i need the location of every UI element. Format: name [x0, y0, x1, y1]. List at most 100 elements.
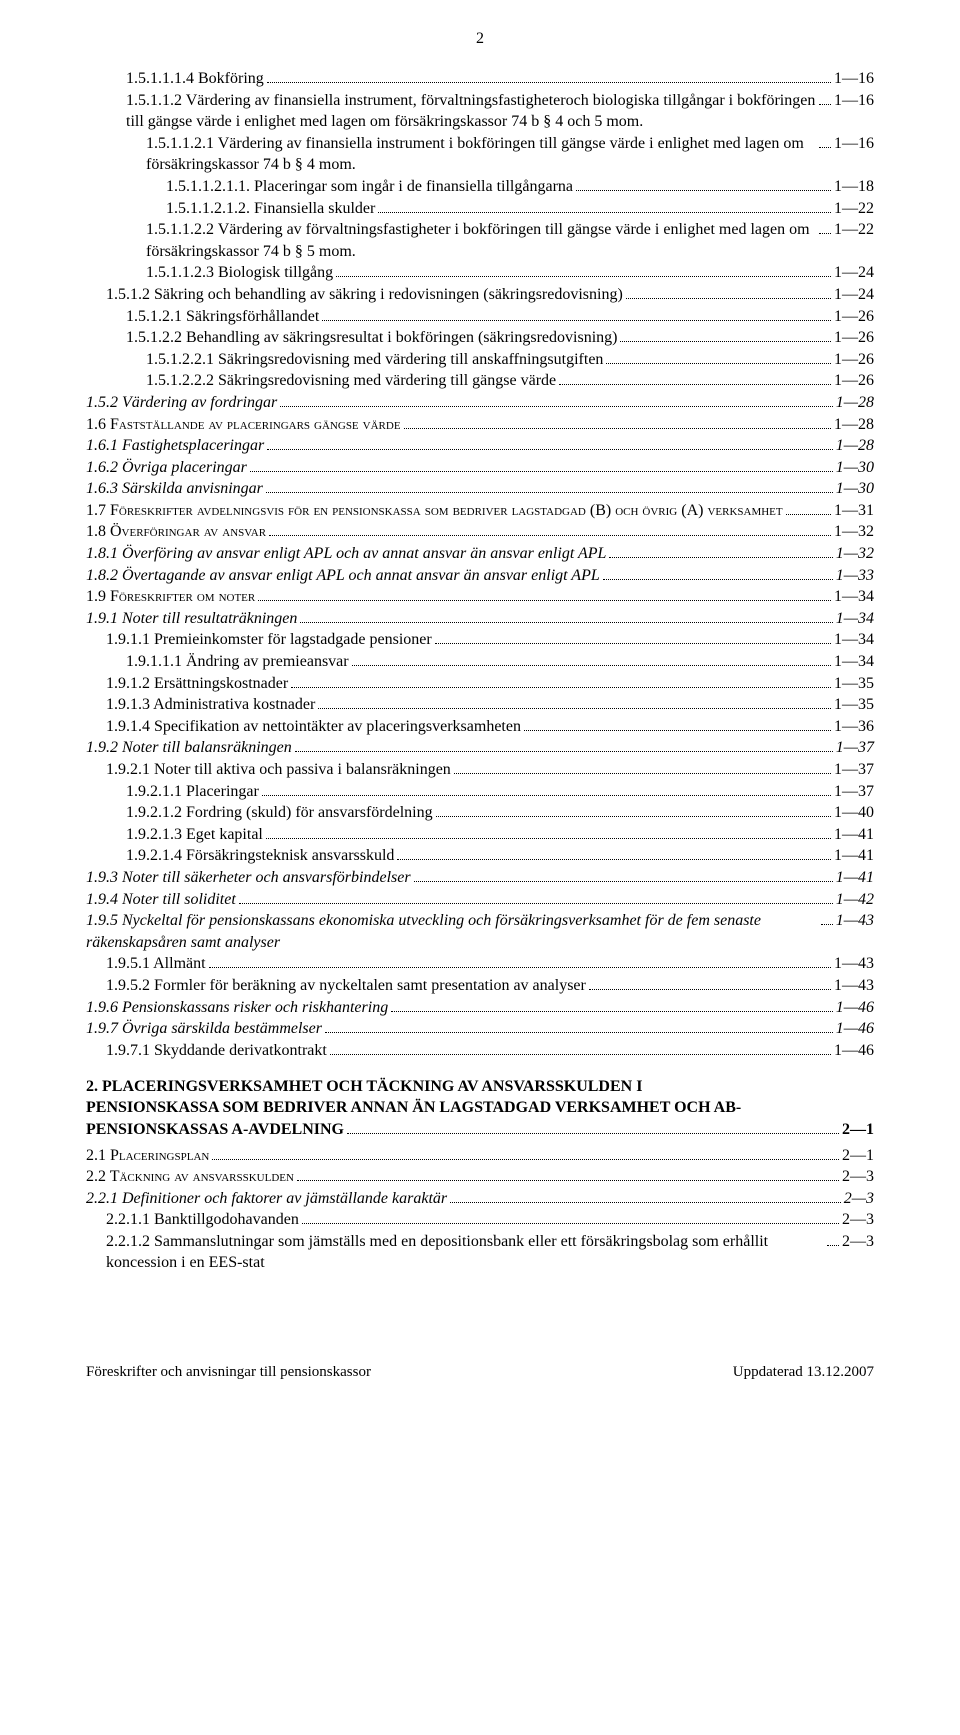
toc-line: 1.5.1.1.2 Värdering av finansiella instr…: [86, 90, 874, 133]
toc-label: 1.5.1.1.2.1 Värdering av finansiella ins…: [146, 133, 816, 176]
toc-leader-dots: [404, 418, 831, 429]
toc-line: 1.9.1 Noter till resultaträkningen1—34: [86, 608, 874, 630]
toc-leader-dots: [297, 1171, 839, 1182]
toc-page-ref: 1—35: [834, 694, 874, 716]
toc-page-ref: 1—41: [834, 824, 874, 846]
toc-page-ref: 1—37: [834, 759, 874, 781]
toc-page-ref: 1—34: [834, 651, 874, 673]
toc-page-ref: 1—35: [834, 673, 874, 695]
toc-label: 1.9.5.2 Formler för beräkning av nyckelt…: [106, 975, 586, 997]
toc-label: 2.2 Täckning av ansvarsskulden: [86, 1166, 294, 1188]
toc-line: 1.5.1.2 Säkring och behandling av säkrin…: [86, 284, 874, 306]
heading-line: PENSIONSKASSA SOM BEDRIVER ANNAN ÄN LAGS…: [86, 1098, 874, 1119]
toc-line: 1.6.2 Övriga placeringar1—30: [86, 457, 874, 479]
toc-page-ref: 1—43: [834, 975, 874, 997]
toc-line: 1.9.3 Noter till säkerheter och ansvarsf…: [86, 867, 874, 889]
toc-label: 1.6 Fastställande av placeringars gängse…: [86, 414, 401, 436]
toc-line: 1.7 Föreskrifter avdelningsvis för en pe…: [86, 500, 874, 522]
toc-leader-dots: [269, 526, 831, 537]
toc-leader-dots: [603, 569, 833, 580]
toc-leader-dots: [267, 440, 833, 451]
toc-label: 1.9.6 Pensionskassans risker och riskhan…: [86, 997, 388, 1019]
toc-page-ref: 1—26: [834, 349, 874, 371]
toc-line: 1.9.6 Pensionskassans risker och riskhan…: [86, 997, 874, 1019]
toc-leader-dots: [291, 677, 831, 688]
toc-label: 1.9 Föreskrifter om noter: [86, 586, 255, 608]
page-number-top: 2: [86, 30, 874, 48]
toc-line: 1.9.7 Övriga särskilda bestämmelser 1—46: [86, 1018, 874, 1040]
toc-line: 1.9.5 Nyckeltal för pensionskassans ekon…: [86, 910, 874, 953]
toc-page-ref: 1—22: [834, 198, 874, 220]
toc-leader-dots: [626, 288, 831, 299]
toc-line: 1.5.1.2.1 Säkringsförhållandet1—26: [86, 306, 874, 328]
toc-page-ref: 1—46: [834, 1040, 874, 1062]
toc-leader-dots: [620, 332, 831, 343]
toc-label: 1.8 Överföringar av ansvar: [86, 521, 266, 543]
toc-label: 1.9.2.1 Noter till aktiva och passiva i …: [106, 759, 451, 781]
toc-page-ref: 1—26: [834, 306, 874, 328]
toc-leader-dots: [786, 504, 831, 515]
toc-page-ref: 1—26: [834, 327, 874, 349]
toc-page-ref: 1—26: [834, 370, 874, 392]
heading-last-label: PENSIONSKASSAS A-AVDELNING: [86, 1119, 344, 1141]
toc-leader-dots: [819, 94, 831, 105]
toc-line: 1.8.1 Överföring av ansvar enligt APL oc…: [86, 543, 874, 565]
toc-line: 2.2.1.1 Banktillgodohavanden2—3: [86, 1209, 874, 1231]
toc-page-ref: 1—32: [834, 521, 874, 543]
toc-leader-dots: [280, 396, 833, 407]
toc-label: 1.7 Föreskrifter avdelningsvis för en pe…: [86, 500, 783, 522]
toc-label: 1.9.4 Noter till soliditet: [86, 889, 236, 911]
toc-leader-dots: [454, 763, 831, 774]
toc-leader-dots: [266, 828, 831, 839]
toc-page-ref: 1—16: [834, 68, 874, 90]
toc-label: 1.9.1.1 Premieinkomster för lagstadgade …: [106, 629, 432, 651]
toc-page-ref: 1—33: [836, 565, 874, 587]
toc-leader-dots: [352, 655, 831, 666]
toc-line: 1.9.1.2 Ersättningskostnader1—35: [86, 673, 874, 695]
toc-label: 2.1 Placeringsplan: [86, 1145, 209, 1167]
toc-line: 1.9.2.1 Noter till aktiva och passiva i …: [86, 759, 874, 781]
toc-line: 1.9.2 Noter till balansräkningen1—37: [86, 737, 874, 759]
toc-leader-dots: [435, 634, 831, 645]
toc-page-ref: 1—43: [834, 953, 874, 975]
toc-page-ref: 1—46: [836, 1018, 874, 1040]
toc-label: 1.9.1.3 Administrativa kostnader: [106, 694, 315, 716]
toc-page-ref: 1—30: [836, 457, 874, 479]
toc-line: 1.9.4 Noter till soliditet 1—42: [86, 889, 874, 911]
toc-line: 1.8.2 Övertagande av ansvar enligt APL o…: [86, 565, 874, 587]
toc-leader-dots: [821, 915, 833, 926]
toc-label: 1.5.1.1.1.4 Bokföring: [126, 68, 264, 90]
toc-page-ref: 1—30: [836, 478, 874, 500]
toc-page-ref: 1—34: [834, 629, 874, 651]
toc-line: 1.9.7.1 Skyddande derivatkontrakt 1—46: [86, 1040, 874, 1062]
heading-line: 2. PLACERINGSVERKSAMHET OCH TÄCKNING AV …: [86, 1077, 874, 1098]
toc-leader-dots: [336, 267, 831, 278]
toc-leader-dots: [262, 785, 831, 796]
toc-line: 1.6.3 Särskilda anvisningar 1—30: [86, 478, 874, 500]
toc-label: 1.9.1.1.1 Ändring av premieansvar: [126, 651, 349, 673]
toc-label: 2.2.1.2 Sammanslutningar som jämställs m…: [106, 1231, 824, 1274]
toc-label: 1.9.2.1.2 Fordring (skuld) för ansvarsfö…: [126, 802, 433, 824]
toc-leader-dots: [209, 958, 831, 969]
toc-line: 1.9.2.1.4 Försäkringsteknisk ansvarsskul…: [86, 845, 874, 867]
toc-label: 1.6.3 Särskilda anvisningar: [86, 478, 263, 500]
toc-line: 1.9.1.3 Administrativa kostnader 1—35: [86, 694, 874, 716]
toc-line: 1.5.1.1.2.1 Värdering av finansiella ins…: [86, 133, 874, 176]
toc-label: 1.9.7 Övriga särskilda bestämmelser: [86, 1018, 322, 1040]
toc-label: 1.9.7.1 Skyddande derivatkontrakt: [106, 1040, 327, 1062]
toc-page-ref: 1—42: [836, 889, 874, 911]
footer-right: Uppdaterad 13.12.2007: [733, 1364, 874, 1381]
toc-page-ref: 1—18: [834, 176, 874, 198]
toc-page-ref: 1—34: [834, 586, 874, 608]
toc-leader-dots: [524, 720, 831, 731]
toc-line: 1.9.1.4 Specifikation av nettointäkter a…: [86, 716, 874, 738]
toc-leader-dots: [250, 461, 833, 472]
toc-label: 1.6.1 Fastighetsplaceringar: [86, 435, 264, 457]
toc-leader-dots: [378, 202, 831, 213]
toc-line: 1.9.5.1 Allmänt1—43: [86, 953, 874, 975]
page-footer: Föreskrifter och anvisningar till pensio…: [86, 1364, 874, 1381]
toc-line: 1.5.1.2.2.2 Säkringsredovisning med värd…: [86, 370, 874, 392]
toc-page-ref: 1—41: [834, 845, 874, 867]
toc-page-ref: 1—22: [834, 219, 874, 241]
toc-leader-dots: [330, 1044, 831, 1055]
